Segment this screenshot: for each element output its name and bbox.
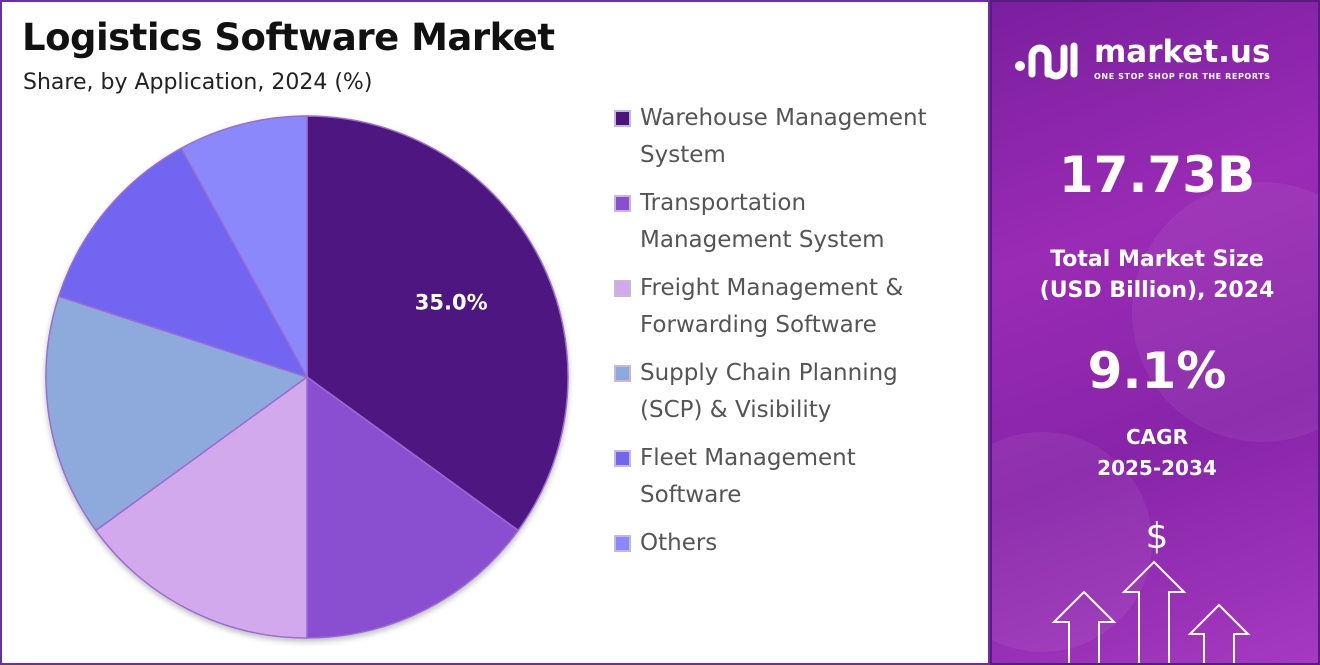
legend-swatch [614, 365, 631, 382]
legend-item: Transportation Management System [612, 185, 982, 270]
market-us-logo-icon [1015, 42, 1078, 80]
legend-item: Supply Chain Planning (SCP) & Visibility [612, 355, 982, 440]
background-decoration [1132, 182, 1318, 442]
legend-label: Freight Management & Forwarding Software [640, 275, 904, 338]
pie-slice [180, 115, 308, 378]
summary-panel: market.us ONE STOP SHOP FOR THE REPORTS … [990, 0, 1320, 665]
legend-label: Supply Chain Planning (SCP) & Visibility [640, 360, 898, 423]
chart-subtitle: Share, by Application, 2024 (%) [23, 70, 373, 95]
brand-logo: market.us ONE STOP SHOP FOR THE REPORTS [1012, 34, 1312, 86]
legend-swatch [614, 195, 631, 212]
brand-tagline: ONE STOP SHOP FOR THE REPORTS [1094, 72, 1271, 81]
market-size-value: 17.73B [1058, 146, 1256, 204]
legend-item: Fleet Management Software [612, 440, 982, 525]
chart-legend: Warehouse Management System Transportatio… [612, 100, 982, 610]
legend-item: Others [612, 525, 982, 610]
pie-slice [306, 115, 569, 532]
legend-label: Warehouse Management System [640, 105, 927, 168]
cagr-value: 9.1% [1087, 342, 1227, 400]
chart-title: Logistics Software Market [22, 16, 555, 59]
market-size-label: Total Market Size (USD Billion), 2024 [1039, 247, 1275, 303]
pie-slice [306, 375, 520, 639]
chart-panel: Logistics Software Market Share, by Appl… [0, 0, 990, 665]
cagr-label: CAGR 2025-2034 [1097, 425, 1217, 480]
legend-label: Transportation Management System [640, 190, 885, 253]
pie-slice [57, 147, 309, 379]
legend-item: Freight Management & Forwarding Software [612, 270, 982, 355]
legend-swatch [614, 450, 631, 467]
growth-arrows-icon [1051, 560, 1251, 663]
pie-slice [45, 295, 309, 532]
brand-name: market.us [1094, 34, 1271, 70]
legend-label: Fleet Management Software [640, 445, 856, 508]
legend-label: Others [640, 530, 718, 556]
dollar-icon: $ [1145, 516, 1169, 557]
legend-swatch [614, 280, 631, 297]
pie-chart: 35.0% [45, 115, 569, 639]
pie-slice-label: 35.0% [415, 291, 488, 315]
legend-item: Warehouse Management System [612, 100, 982, 185]
legend-swatch [614, 535, 631, 552]
legend-swatch [614, 110, 631, 127]
pie-slice [94, 375, 308, 639]
